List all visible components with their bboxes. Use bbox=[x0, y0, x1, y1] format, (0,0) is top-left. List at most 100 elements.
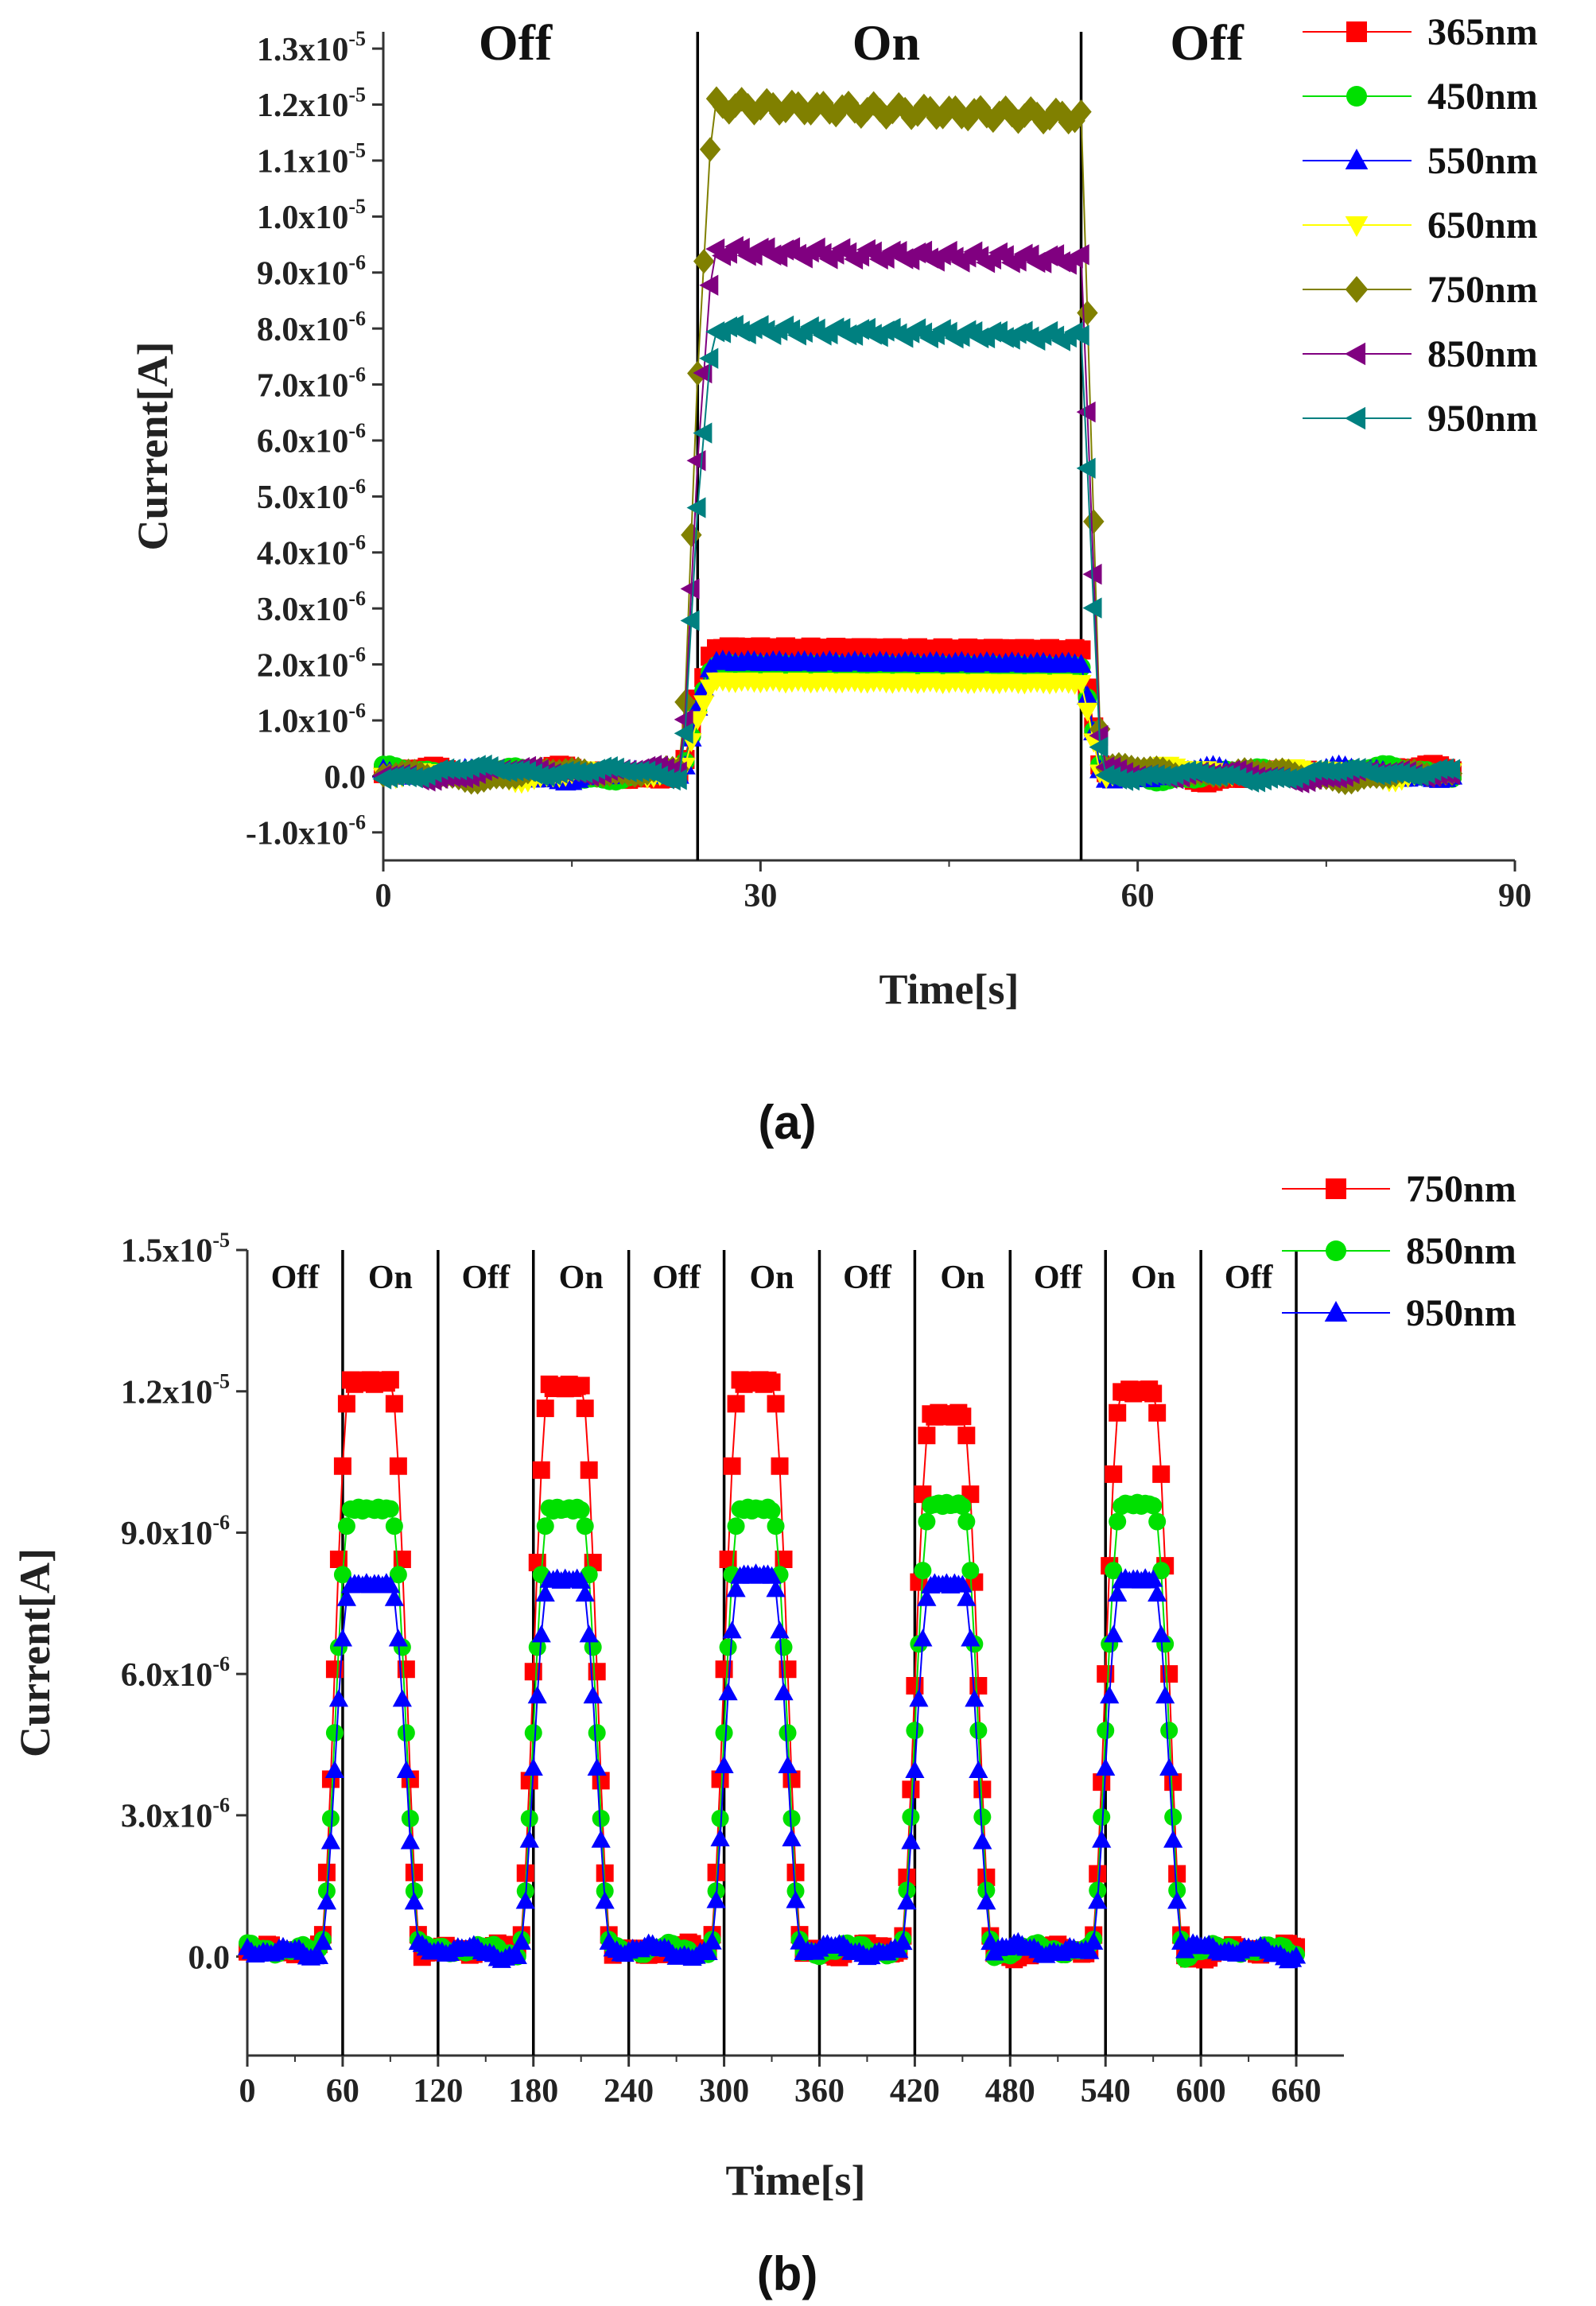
data-point bbox=[953, 1574, 973, 1593]
panel-b: 0 60 120 180 240 300 360 420 480 540 600 660 1.5x10-… bbox=[11, 1168, 1516, 2204]
data-point bbox=[766, 1579, 786, 1598]
data-point bbox=[325, 1660, 344, 1679]
legend-label: 750nm bbox=[1406, 1168, 1516, 1210]
x-tick-label: 540 bbox=[1081, 2073, 1131, 2110]
x-tick-label: 480 bbox=[985, 2073, 1035, 2110]
data-point bbox=[527, 1686, 547, 1704]
data-point bbox=[583, 1686, 603, 1704]
data-point bbox=[905, 1760, 925, 1778]
data-point bbox=[1088, 1891, 1108, 1909]
data-point bbox=[524, 1663, 542, 1681]
data-point bbox=[973, 1780, 992, 1799]
data-point bbox=[750, 95, 771, 121]
data-point bbox=[953, 1497, 972, 1516]
data-point bbox=[897, 1892, 917, 1910]
data-point bbox=[389, 1457, 407, 1475]
data-point bbox=[397, 1660, 415, 1679]
data-point bbox=[705, 86, 728, 111]
data-point bbox=[1093, 1808, 1111, 1827]
data-point bbox=[1152, 1465, 1171, 1483]
data-point bbox=[1070, 324, 1089, 347]
legend-label: 365nm bbox=[1427, 11, 1538, 53]
data-point bbox=[515, 1891, 535, 1909]
data-point bbox=[763, 1501, 781, 1520]
series-750nm bbox=[239, 1371, 1306, 1969]
data-point bbox=[1164, 1773, 1182, 1792]
data-point bbox=[918, 1512, 936, 1531]
region-label: Off bbox=[843, 1260, 892, 1296]
data-point bbox=[674, 708, 693, 731]
data-point bbox=[595, 1891, 615, 1909]
data-point bbox=[380, 1575, 400, 1594]
data-point bbox=[667, 769, 687, 790]
data-point bbox=[699, 274, 719, 296]
data-point bbox=[1083, 509, 1105, 534]
data-point bbox=[392, 1689, 412, 1707]
region-label: Off bbox=[271, 1260, 320, 1296]
series-line bbox=[382, 324, 1453, 783]
data-point bbox=[775, 98, 797, 123]
data-point bbox=[389, 1566, 407, 1584]
data-point bbox=[1108, 1584, 1128, 1602]
x-axis-label: Time[s] bbox=[726, 2157, 866, 2204]
x-tick-label: 0 bbox=[239, 2073, 256, 2110]
data-point bbox=[528, 1638, 546, 1656]
y-tick-label: 0.0 bbox=[188, 1939, 231, 1976]
region-label: On bbox=[368, 1260, 413, 1296]
data-point bbox=[774, 1683, 794, 1701]
x-tick-label: 180 bbox=[508, 2073, 558, 2110]
data-point bbox=[767, 1395, 785, 1413]
data-point bbox=[969, 1760, 988, 1778]
data-point bbox=[337, 1517, 355, 1535]
data-point bbox=[1096, 1757, 1116, 1776]
data-point bbox=[693, 249, 715, 274]
data-point bbox=[1105, 1465, 1123, 1483]
data-point bbox=[918, 1427, 936, 1445]
data-point bbox=[1144, 1384, 1163, 1403]
data-point bbox=[1144, 1569, 1163, 1587]
legend-marker bbox=[1345, 406, 1366, 430]
data-point bbox=[693, 422, 713, 444]
data-point bbox=[712, 94, 734, 119]
data-point bbox=[779, 1660, 797, 1679]
data-point bbox=[723, 1457, 741, 1475]
data-point bbox=[1076, 401, 1096, 423]
data-point bbox=[914, 1562, 932, 1580]
data-point bbox=[381, 1371, 399, 1389]
data-point bbox=[973, 1808, 992, 1827]
data-point bbox=[779, 1724, 797, 1742]
data-point bbox=[778, 1756, 798, 1774]
data-point bbox=[536, 1400, 554, 1418]
y-tick-label: 1.2x10-5 bbox=[121, 1370, 230, 1411]
data-point bbox=[588, 1724, 606, 1742]
data-point bbox=[524, 1724, 542, 1742]
data-point bbox=[698, 1942, 718, 1960]
x-tick-label: 600 bbox=[1176, 2073, 1226, 2110]
data-point bbox=[309, 1946, 329, 1964]
x-tick-label: 0 bbox=[375, 878, 392, 914]
data-point bbox=[909, 1689, 929, 1707]
data-point bbox=[519, 1830, 539, 1848]
region-label: On bbox=[940, 1260, 984, 1296]
legend: 365nm 450nm 550nm 650nm 750nm 850nm 950nm bbox=[1303, 11, 1538, 440]
x-tick-label: 660 bbox=[1272, 2073, 1322, 2110]
data-point bbox=[1080, 1941, 1100, 1959]
data-point bbox=[787, 91, 809, 116]
data-point bbox=[1077, 685, 1098, 705]
data-point bbox=[727, 1395, 745, 1413]
data-point bbox=[337, 1395, 355, 1413]
data-point bbox=[969, 1676, 988, 1695]
data-point bbox=[397, 1724, 415, 1742]
data-point bbox=[511, 1931, 531, 1950]
data-point bbox=[977, 1892, 996, 1910]
data-point bbox=[902, 1808, 920, 1827]
data-point bbox=[762, 91, 784, 117]
panel-a: 0 30 60 90 1.3x10-5 1.2x10-5 1.1x10-5 1.0x10-5 9… bbox=[129, 11, 1538, 1013]
data-point bbox=[1286, 1946, 1307, 1964]
region-label: On bbox=[750, 1260, 794, 1296]
x-tick-label: 90 bbox=[1498, 878, 1532, 914]
data-point bbox=[957, 1512, 976, 1531]
data-point bbox=[531, 1625, 551, 1643]
data-point bbox=[384, 1588, 404, 1606]
data-point bbox=[731, 87, 752, 112]
